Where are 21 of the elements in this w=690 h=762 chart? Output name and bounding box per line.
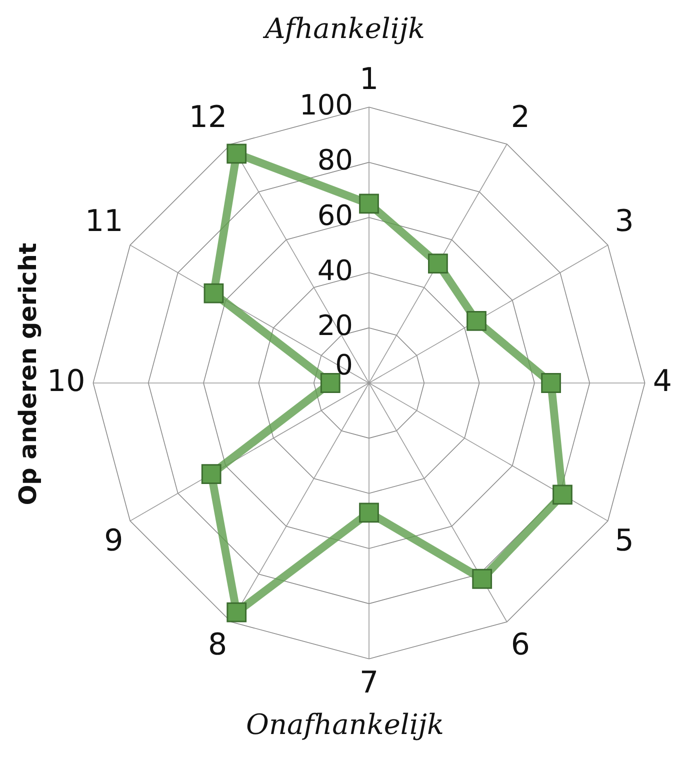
- spoke-label: 6: [510, 628, 530, 663]
- y-tick-label: 20: [317, 309, 353, 342]
- text: Onafhankelijk: [245, 708, 445, 741]
- y-tick-label: 40: [317, 254, 353, 287]
- spoke-label: 1: [359, 62, 379, 97]
- spoke-label: 3: [614, 204, 634, 239]
- spoke-label: 10: [46, 364, 86, 399]
- spoke-label: 11: [85, 204, 124, 239]
- y-tick-label: 80: [317, 144, 353, 177]
- spoke-label: 8: [208, 628, 228, 663]
- spoke-label: 9: [104, 524, 124, 559]
- spoke-label: 7: [359, 666, 379, 701]
- spoke-label: 4: [652, 364, 672, 399]
- y-tick-label: 0: [335, 348, 353, 382]
- spoke-label: 5: [614, 524, 634, 559]
- spoke-label: 12: [188, 100, 228, 135]
- y-tick-label: 60: [317, 198, 353, 232]
- text: Afhankelijk: [262, 12, 426, 45]
- text: Op anderen gericht: [14, 242, 42, 506]
- y-tick-label: 100: [300, 88, 353, 122]
- spoke-label: 2: [510, 100, 530, 135]
